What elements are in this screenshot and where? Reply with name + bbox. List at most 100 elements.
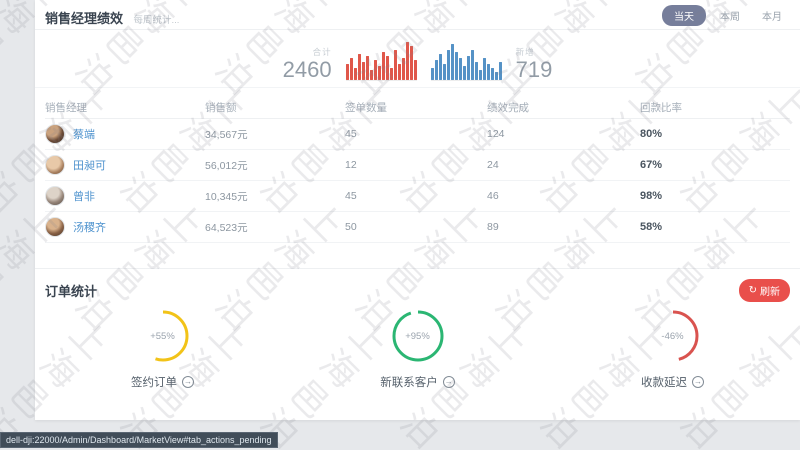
rate-value: 80% — [640, 128, 663, 140]
manager-name-link[interactable]: 蔡端 — [73, 129, 95, 141]
spark-bar — [413, 60, 417, 80]
filter-month-button[interactable]: 本月 — [754, 5, 790, 26]
order-gauges: +55% 签约订单 → +95% 新联系客户 → — [35, 308, 800, 390]
spark-bar — [365, 56, 369, 80]
manager-name-link[interactable]: 曾非 — [73, 191, 95, 203]
avatar — [45, 155, 65, 175]
done-count: 24 — [487, 159, 499, 171]
sales-manager-table: 销售经理 销售额 签单数量 绩效完成 回款比率 蔡端 34,567元 45 12… — [45, 96, 790, 243]
sales-amount: 64,523元 — [205, 221, 248, 234]
rate-value: 98% — [640, 190, 663, 202]
manager-name-link[interactable]: 田昶可 — [73, 160, 106, 172]
done-count: 124 — [487, 128, 505, 140]
performance-header: 销售经理绩效 每周统计... 当天 本周 本月 — [35, 0, 800, 30]
order-count: 45 — [345, 128, 357, 140]
spark-bar — [434, 60, 438, 80]
avatar — [45, 217, 65, 237]
sales-amount: 56,012元 — [205, 159, 248, 172]
table-row: 田昶可 56,012元 12 24 67% — [45, 150, 790, 181]
order-count: 45 — [345, 190, 357, 202]
spark-bar — [458, 58, 462, 80]
table-row: 蔡端 34,567元 45 124 80% — [45, 119, 790, 150]
total-sparkline-chart — [345, 41, 417, 81]
table-row: 曾非 10,345元 45 46 98% — [45, 181, 790, 212]
donut-chart — [392, 310, 443, 362]
spark-bar — [405, 42, 409, 80]
spark-bar — [397, 64, 401, 80]
col-header-sales: 销售额 — [205, 101, 237, 114]
spark-bar — [381, 52, 385, 80]
arrow-circle-icon: → — [182, 376, 194, 388]
col-header-done: 绩效完成 — [487, 101, 529, 114]
done-count: 46 — [487, 190, 499, 202]
order-count: 12 — [345, 159, 357, 171]
new-contacts-link[interactable]: 新联系客户 → — [380, 376, 455, 389]
rate-value: 58% — [640, 221, 663, 233]
avatar — [45, 124, 65, 144]
spark-bar — [345, 64, 349, 80]
total-summary: 合计 2460 — [283, 46, 332, 81]
signed-orders-link[interactable]: 签约订单 → — [131, 376, 194, 389]
spark-bar — [442, 64, 446, 80]
refresh-button[interactable]: ↻ 刷新 — [738, 279, 790, 302]
section-divider — [35, 268, 800, 269]
page-subtitle: 每周统计... — [133, 15, 180, 26]
spark-bar — [377, 66, 381, 80]
spark-bar — [353, 68, 357, 80]
avatar — [45, 186, 65, 206]
order-count: 50 — [345, 221, 357, 233]
late-payment-link[interactable]: 收款延迟 → — [641, 376, 704, 389]
col-header-manager: 销售经理 — [45, 101, 87, 114]
spark-bar — [478, 70, 482, 80]
spark-bar — [369, 70, 373, 80]
donut-chart — [137, 310, 188, 362]
dashboard-card: 销售经理绩效 每周统计... 当天 本周 本月 合计 2460 新增 719 销… — [35, 0, 800, 420]
spark-bar — [349, 58, 353, 80]
gauge-percent: +55% — [150, 330, 175, 342]
new-sparkline-chart — [430, 41, 502, 81]
spark-bar — [462, 66, 466, 80]
new-label: 新增 — [515, 47, 535, 57]
spark-bar — [454, 52, 458, 80]
spark-bar — [393, 50, 397, 80]
refresh-icon: ↻ — [748, 285, 757, 296]
filter-week-button[interactable]: 本周 — [712, 5, 748, 26]
arrow-circle-icon: → — [692, 376, 704, 388]
rate-value: 67% — [640, 159, 663, 171]
spark-bar — [494, 72, 498, 80]
spark-bar — [498, 62, 502, 80]
filter-today-button[interactable]: 当天 — [662, 5, 706, 26]
col-header-rate: 回款比率 — [640, 101, 682, 114]
spark-bar — [486, 64, 490, 80]
spark-bar — [409, 46, 413, 80]
spark-bar — [474, 62, 478, 80]
spark-bar — [373, 60, 377, 80]
sales-amount: 10,345元 — [205, 190, 248, 203]
total-value: 2460 — [282, 57, 332, 82]
donut-chart — [647, 310, 698, 362]
spark-bar — [450, 44, 454, 80]
spark-bar — [482, 58, 486, 80]
summary-strip: 合计 2460 新增 719 — [35, 36, 800, 88]
gauge-late-payment: -46% 收款延迟 → — [545, 308, 800, 390]
time-filter-group: 当天 本周 本月 — [662, 5, 790, 26]
total-label: 合计 — [312, 47, 332, 57]
gauge-percent: +95% — [405, 330, 430, 342]
spark-bar — [385, 56, 389, 80]
arrow-circle-icon: → — [442, 376, 455, 388]
table-row: 汤稷齐 64,523元 50 89 58% — [45, 212, 790, 243]
spark-bar — [430, 68, 434, 80]
sales-amount: 34,567元 — [205, 128, 248, 141]
new-summary: 新增 719 — [516, 46, 553, 81]
done-count: 89 — [487, 221, 499, 233]
spark-bar — [357, 54, 361, 80]
orders-section-title: 订单统计 — [45, 284, 98, 299]
spark-bar — [470, 50, 474, 80]
new-value: 719 — [515, 57, 553, 82]
manager-name-link[interactable]: 汤稷齐 — [73, 222, 106, 234]
gauge-new-contacts: +95% 新联系客户 → — [290, 308, 545, 390]
status-url: dell-dji:22000/Admin/Dashboard/MarketVie… — [0, 432, 278, 448]
gauge-signed-orders: +55% 签约订单 → — [35, 308, 290, 390]
spark-bar — [490, 68, 494, 80]
col-header-orders: 签单数量 — [345, 101, 387, 114]
